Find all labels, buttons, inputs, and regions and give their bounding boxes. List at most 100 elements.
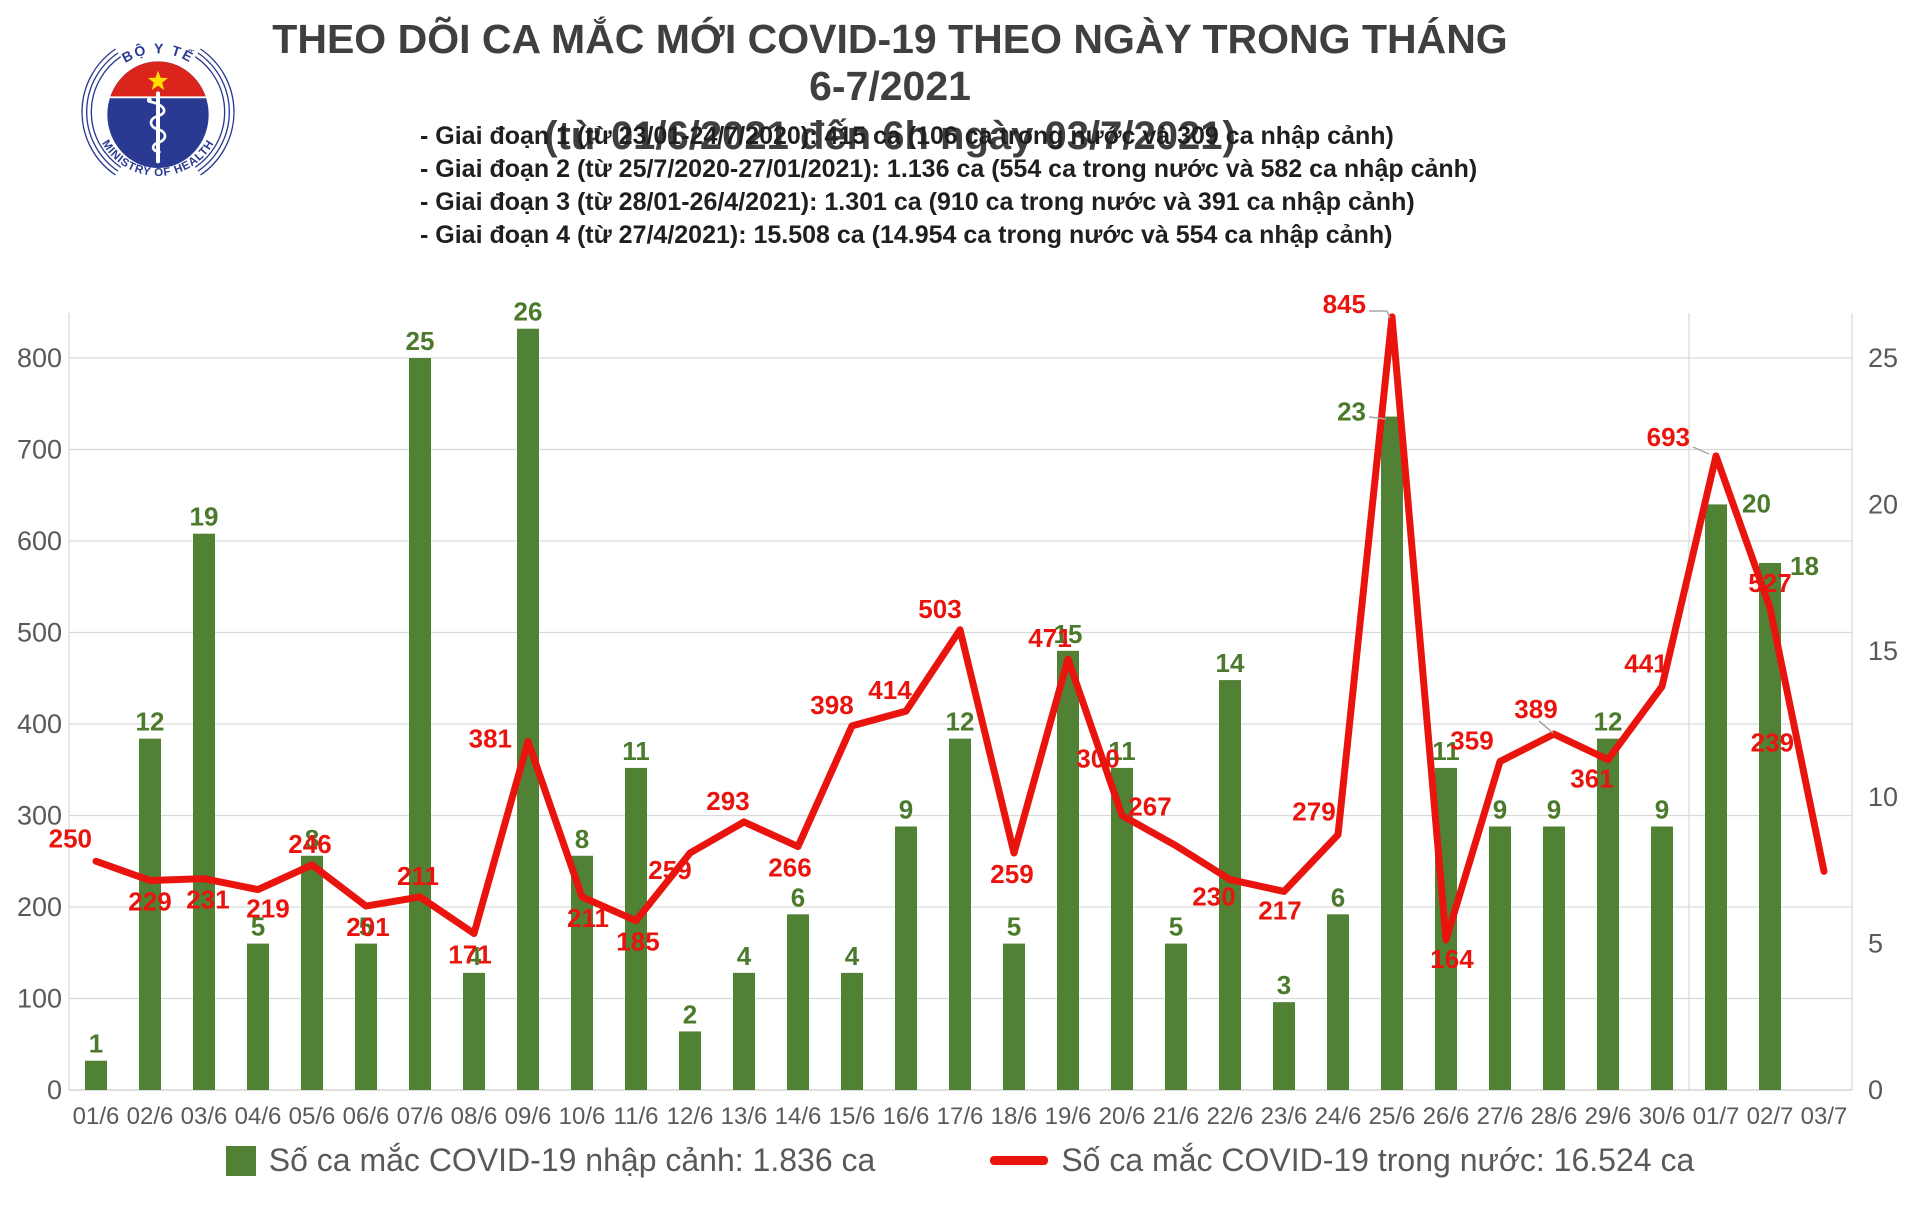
line-value-label: 527	[1748, 568, 1791, 598]
bar-value-label: 3	[1277, 970, 1291, 1000]
line-value-label: 267	[1128, 792, 1171, 822]
line-value-label: 229	[128, 886, 171, 916]
bar-14/6	[787, 914, 809, 1090]
legend-item-domestic: Số ca mắc COVID-19 trong nước: 16.524 ca	[990, 1142, 1694, 1179]
x-axis-label: 14/6	[775, 1103, 822, 1130]
bar-value-label: 1	[89, 1029, 103, 1059]
label-leader-lines	[1368, 310, 1710, 734]
x-axis-label: 19/6	[1045, 1103, 1092, 1130]
title-block: THEO DÕI CA MẮC MỚI COVID-19 THEO NGÀY T…	[250, 16, 1530, 158]
bar-19/6	[1057, 650, 1079, 1090]
page-title: THEO DÕI CA MẮC MỚI COVID-19 THEO NGÀY T…	[272, 16, 1508, 110]
bar-02/7	[1759, 562, 1781, 1090]
phase-4-line: - Giai đoạn 4 (từ 27/4/2021): 15.508 ca …	[420, 221, 1393, 249]
line-series-swatch	[990, 1156, 1049, 1165]
bar-value-label: 15	[1054, 619, 1083, 649]
x-axis-label: 13/6	[721, 1103, 768, 1130]
bar-value-label: 19	[190, 502, 219, 532]
line-value-label: 389	[1514, 694, 1557, 724]
line-value-label: 381	[469, 723, 512, 753]
x-axis-label: 18/6	[991, 1103, 1038, 1130]
x-axis-label: 24/6	[1315, 1103, 1362, 1130]
bar-value-label: 11	[1108, 736, 1136, 766]
line-value-label: 359	[1450, 726, 1493, 756]
bar-01/7	[1705, 504, 1727, 1090]
line-value-label: 300	[1076, 744, 1119, 774]
x-axis-label: 08/6	[451, 1103, 498, 1130]
x-axis-label: 23/6	[1261, 1103, 1308, 1130]
bar-18/6	[1003, 943, 1025, 1090]
bar-value-label: 12	[946, 707, 975, 737]
x-axis: 01/6 02/6 03/6 04/6 05/6 06/6 07/6 08/6 09/6 10/6…	[73, 1103, 1848, 1130]
x-axis-label: 26/6	[1423, 1103, 1470, 1130]
bar-21/6	[1165, 943, 1187, 1090]
bar-value-label: 12	[136, 707, 165, 737]
line-value-label: 246	[288, 829, 331, 859]
line-value-label: 219	[246, 894, 289, 924]
line-value-label: 471	[1028, 623, 1071, 653]
bar-04/6	[247, 943, 269, 1090]
bar-07/6	[409, 358, 431, 1090]
legend-item-imported: Số ca mắc COVID-19 nhập cảnh: 1.836 ca	[225, 1142, 876, 1179]
bar-value-label: 5	[1169, 912, 1183, 942]
left-axis-tick: 700	[17, 435, 62, 465]
left-axis-tick: 800	[17, 343, 62, 373]
x-axis-label: 30/6	[1639, 1103, 1686, 1130]
star-icon	[147, 70, 169, 90]
bar-13/6	[733, 972, 755, 1090]
bar-value-label: 11	[622, 736, 650, 766]
bar-10/6	[571, 855, 593, 1090]
x-axis-label: 01/6	[73, 1103, 120, 1130]
bar-value-label: 5	[359, 912, 373, 942]
bar-value-label: 4	[845, 941, 860, 971]
right-axis-tick: 20	[1868, 489, 1898, 519]
leader-line	[1386, 310, 1391, 319]
leader-line	[1368, 416, 1387, 420]
bar-value-label: 9	[1547, 794, 1561, 824]
x-axis-label: 16/6	[883, 1103, 930, 1130]
rod-of-asclepius-icon	[146, 91, 167, 164]
line-value-label: 266	[768, 853, 811, 883]
bar-29/6	[1597, 738, 1619, 1090]
bar-value-label: 2	[683, 999, 697, 1029]
bar-27/6	[1489, 826, 1511, 1090]
chart-legend: Số ca mắc COVID-19 nhập cảnh: 1.836 ca S…	[0, 1142, 1920, 1179]
bar-value-label: 9	[1493, 794, 1507, 824]
phase-2-line: - Giai đoạn 2 (từ 25/7/2020-27/01/2021):…	[420, 155, 1478, 183]
line-value-label: 250	[49, 823, 92, 853]
bar-value-label: 6	[791, 882, 805, 912]
bar-09/6	[517, 328, 539, 1091]
x-axis-label: 21/6	[1153, 1103, 1200, 1130]
line-value-label: 230	[1192, 882, 1235, 912]
line-value-label: 201	[346, 912, 389, 942]
line-series-label: Số ca mắc COVID-19 trong nước: 16.524 ca	[1061, 1142, 1695, 1178]
bar-value-label: 18	[1790, 551, 1819, 581]
bar-23/6	[1273, 1002, 1295, 1090]
line-value-label: 185	[616, 927, 659, 957]
bar-value-label: 8	[575, 824, 589, 854]
right-axis-tick: 0	[1868, 1075, 1883, 1105]
line-value-label: 693	[1647, 422, 1690, 452]
bar-value-label: 6	[1331, 882, 1345, 912]
left-axis-tick: 600	[17, 526, 62, 556]
bar-12/6	[679, 1031, 701, 1090]
line-value-label: 441	[1624, 648, 1667, 678]
line-value-label: 259	[990, 859, 1033, 889]
bar-value-label: 4	[467, 941, 482, 971]
right-axis-tick: 5	[1868, 929, 1883, 959]
left-axis-tick: 0	[47, 1075, 62, 1105]
line-value-label: 398	[810, 690, 853, 720]
left-axis-tick: 400	[17, 709, 62, 739]
x-axis-label: 07/6	[397, 1103, 444, 1130]
bar-05/6	[301, 855, 323, 1090]
line-value-label: 164	[1430, 944, 1474, 974]
x-axis-label: 09/6	[505, 1103, 552, 1130]
bar-value-label: 12	[1594, 707, 1623, 737]
bar-value-label: 9	[899, 794, 913, 824]
bar-value-label: 5	[251, 912, 265, 942]
bar-value-label: 23	[1337, 397, 1366, 427]
bar-series-label: Số ca mắc COVID-19 nhập cảnh: 1.836 ca	[268, 1142, 876, 1178]
